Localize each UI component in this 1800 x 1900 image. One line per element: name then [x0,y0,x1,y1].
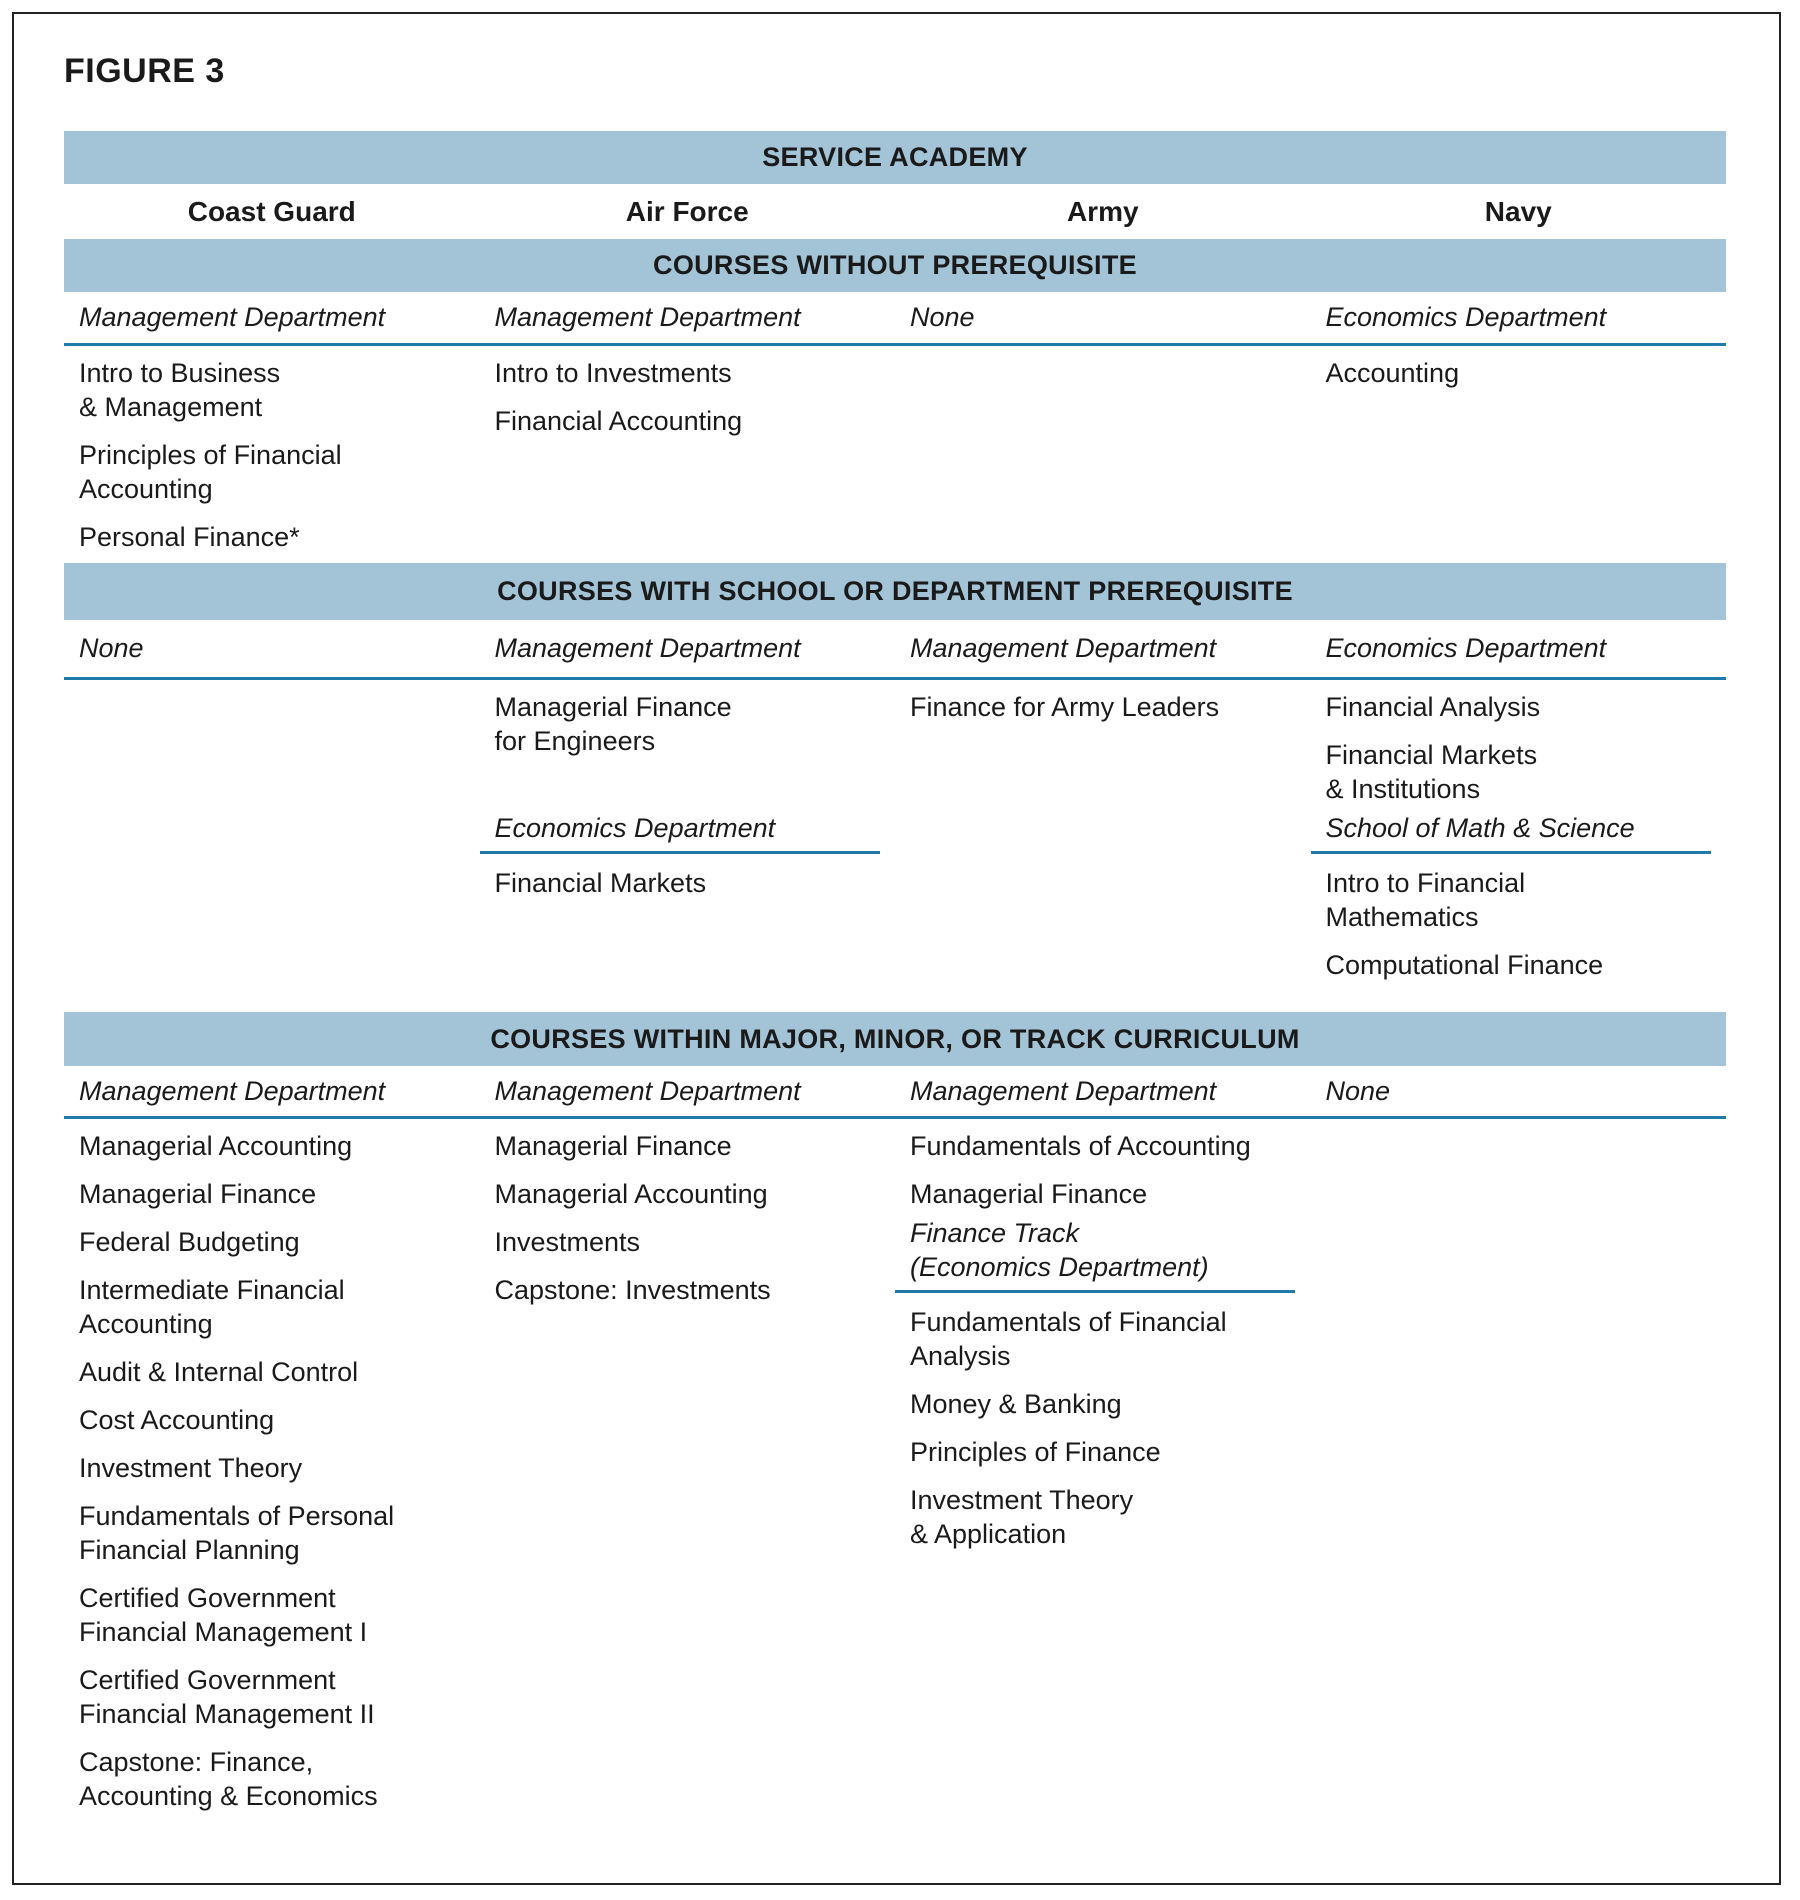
course-list: Intro to Business & Management Principles… [64,346,480,554]
academy-coast-guard: Coast Guard [187,195,356,227]
course-item: Financial Analysis [1325,692,1541,722]
course-list: Managerial Finance for Engineers [480,680,896,758]
course-list: Finance for Army Leaders [895,680,1311,724]
department-navy: Economics Department [1325,633,1607,663]
course-list: Financial Analysis Financial Markets & In… [1311,680,1727,806]
course-item: Intermediate Financial Accounting [79,1275,345,1339]
course-item: Investment Theory & Application [910,1485,1134,1549]
academy-air-force: Air Force [625,195,749,227]
course-item: Capstone: Investments [494,1275,771,1305]
department-row: None Management Department Management Depa… [64,620,1726,680]
department-row: Management Department Management Departme… [64,292,1726,346]
course-item: Accounting [1325,358,1460,388]
courses-air-force: Managerial Finance Managerial Accounting I… [480,1119,896,1827]
course-item: Investments [494,1227,641,1257]
courses-coast-guard: Managerial Accounting Managerial Finance F… [64,1119,480,1827]
course-item: Principles of Financial Accounting [79,440,342,504]
courses-coast-guard: Intro to Business & Management Principles… [64,346,480,563]
course-list: Managerial Accounting Managerial Finance F… [64,1119,480,1813]
department-air-force: Management Department [494,1075,801,1106]
course-list [64,680,480,690]
department-coast-guard: None [79,633,144,663]
course-item: Managerial Finance [910,1179,1148,1209]
section-header: COURSES WITHOUT PREREQUISITE [64,239,1726,292]
academy-army: Army [1066,195,1139,227]
department-coast-guard: Management Department [79,302,386,332]
courses-air-force: Managerial Finance for Engineers Economic… [479,680,896,1012]
sub-department: Economics Department Financial Markets [479,811,880,900]
sub-department: School of Math & Science Intro to Financi… [1310,811,1711,982]
courses-coast-guard [64,680,480,1012]
section-header: COURSES WITHIN MAJOR, MINOR, OR TRACK CU… [64,1012,1726,1066]
department-navy: Economics Department [1325,302,1607,332]
sub-department-label: Economics Department [479,811,880,854]
department-coast-guard: Management Department [79,1075,386,1106]
department-navy: None [1325,1075,1391,1106]
department-air-force: Management Department [494,633,801,663]
course-item: Personal Finance* [79,522,300,552]
course-item: Intro to Financial Mathematics [1325,868,1526,932]
course-list: Intro to Investments Financial Accounting [480,346,896,438]
course-item: Managerial Finance [79,1179,317,1209]
course-list [1311,1119,1727,1129]
course-list: Financial Markets [480,854,880,900]
course-list: Intro to Financial Mathematics Computatio… [1311,854,1711,982]
course-item: Managerial Accounting [79,1131,353,1161]
course-item: Fundamentals of Personal Financial Plann… [79,1501,395,1565]
course-list: Fundamentals of Financial Analysis Money … [895,1293,1295,1551]
course-item: Investment Theory [79,1453,303,1483]
section-header: COURSES WITH SCHOOL OR DEPARTMENT PREREQ… [64,563,1726,620]
course-item: Computational Finance [1325,950,1604,980]
course-item: Intro to Investments [494,358,732,388]
courses-air-force: Intro to Investments Financial Accounting [480,346,896,563]
courses-navy [1311,1119,1727,1827]
sub-department-label: School of Math & Science [1310,811,1711,854]
courses-navy: Accounting [1311,346,1727,563]
sub-department-label: Finance Track (Economics Department) [895,1216,1295,1293]
sub-department: Finance Track (Economics Department) Fund… [895,1216,1295,1551]
course-item: Federal Budgeting [79,1227,300,1257]
course-list: Managerial Finance Managerial Accounting I… [480,1119,896,1307]
course-item: Managerial Finance [494,1131,732,1161]
course-item: Managerial Accounting [494,1179,768,1209]
service-academy-header: SERVICE ACADEMY [64,131,1726,184]
course-item: Audit & Internal Control [79,1357,359,1387]
academy-navy: Navy [1484,195,1552,227]
course-item: Finance for Army Leaders [910,692,1220,722]
course-table: SERVICE ACADEMY Coast Guard Air Force Ar… [64,131,1726,1827]
course-item: Principles of Finance [910,1437,1161,1467]
department-air-force: Management Department [494,302,801,332]
department-army: Management Department [910,633,1217,663]
course-item: Money & Banking [910,1389,1122,1419]
courses-row: Managerial Accounting Managerial Finance F… [64,1119,1726,1827]
course-item: Certified Government Financial Managemen… [79,1665,375,1729]
course-list [895,346,1311,356]
course-item: Certified Government Financial Managemen… [79,1583,368,1647]
department-army: Management Department [910,1075,1217,1106]
course-item: Fundamentals of Accounting [910,1131,1251,1161]
course-list: Accounting [1311,346,1727,390]
course-item: Financial Markets & Institutions [1325,740,1538,804]
course-item: Cost Accounting [79,1405,275,1435]
department-army: None [910,302,975,332]
course-item: Managerial Finance for Engineers [494,692,732,756]
courses-army [895,346,1311,563]
course-list: Fundamentals of Accounting Managerial Fin… [895,1119,1311,1211]
course-item: Financial Markets [494,868,707,898]
course-item: Capstone: Finance, Accounting & Economic… [79,1747,378,1811]
academy-headers: Coast Guard Air Force Army Navy [64,184,1726,239]
figure-title: FIGURE 3 [64,52,225,90]
courses-army: Finance for Army Leaders [895,680,1311,1012]
courses-army: Fundamentals of Accounting Managerial Fin… [895,1119,1311,1827]
course-item: Intro to Business & Management [79,358,281,422]
department-row: Management Department Management Departme… [64,1066,1726,1119]
courses-row: Managerial Finance for Engineers Economic… [64,680,1726,1012]
course-item: Fundamentals of Financial Analysis [910,1307,1227,1371]
courses-navy: Financial Analysis Financial Markets & In… [1310,680,1727,1012]
courses-row: Intro to Business & Management Principles… [64,346,1726,563]
course-item: Financial Accounting [494,406,743,436]
figure-frame [12,12,1781,1885]
